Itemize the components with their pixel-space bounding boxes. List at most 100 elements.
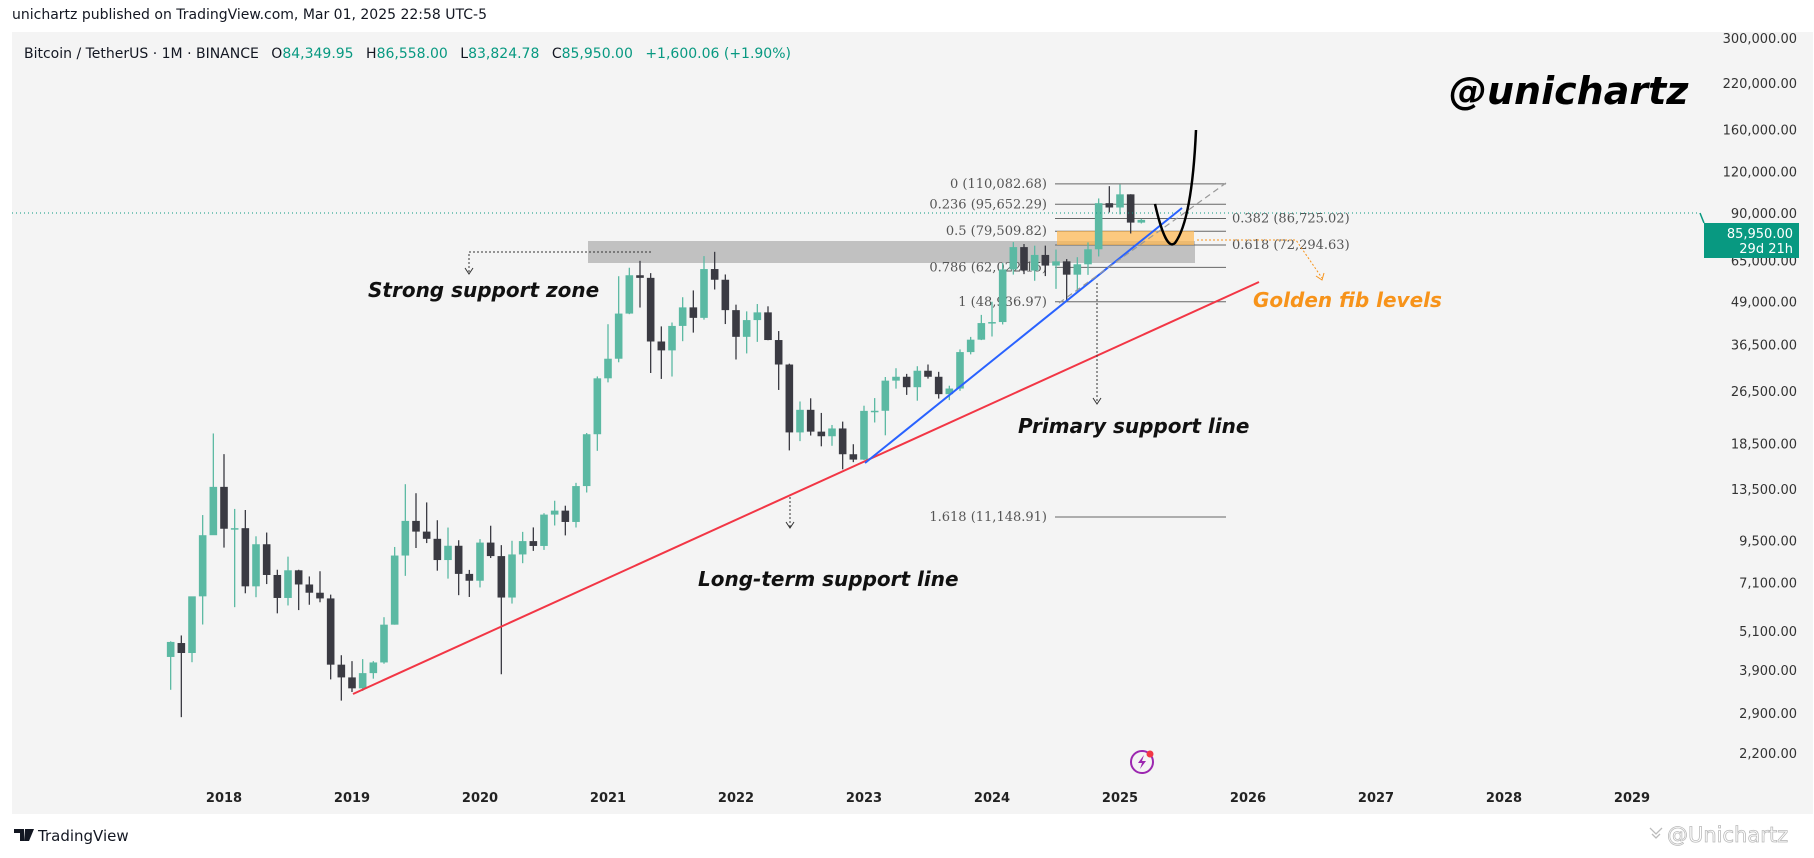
primary-support-label: Primary support line [1018,414,1249,438]
candle-body [860,410,868,460]
candle [721,274,730,325]
candle [380,617,388,664]
arrow-icon [1092,397,1102,405]
tradingview-logo[interactable]: TradingView [14,827,129,845]
candle-body [412,520,420,532]
candle-body [273,574,282,598]
candle-body [284,570,292,598]
price-axis[interactable]: 300,000.00 220,000.00 160,000.00 120,000.00… [1723,32,1797,762]
candle-body [998,269,1007,323]
tradingview-brand: TradingView [37,827,129,845]
time-tick-label: 2026 [1230,791,1266,806]
candle [518,531,527,564]
svg-text:@Unichartz: @Unichartz [1667,823,1788,847]
candle-body [1073,264,1082,275]
time-tick-label: 2021 [590,791,626,806]
candle [529,527,538,551]
lightning-icon[interactable] [1130,750,1154,774]
close-value: 85,950.00 [562,46,633,62]
time-tick-label: 2025 [1102,791,1138,806]
price-tick-label: 2,900.00 [1739,707,1797,722]
candle [262,532,271,585]
fib-retracement[interactable]: 0 (110,082.68) 0.236 (95,652.29) 0.382 (86… [929,177,1349,525]
candle-body [166,641,175,657]
candle-body [1105,203,1114,208]
price-tick-label: 7,100.00 [1739,577,1797,592]
candle [305,576,314,605]
candle [945,385,954,401]
candle [753,304,762,342]
candle-body [764,312,772,341]
candle [348,661,356,692]
price-tick-label: 300,000.00 [1723,32,1797,47]
candle [678,297,687,342]
time-axis[interactable]: 2018 2019 2020 2021 2022 2023 2024 2025 2026 2027… [206,791,1650,806]
candle [316,571,324,603]
candle [774,331,783,390]
candles [166,184,1146,718]
candle [892,368,900,389]
candle [966,336,975,355]
candle [1116,184,1124,215]
candle [550,500,559,526]
golden-fib-label: Golden fib levels [1253,288,1442,312]
strong-support-label: Strong support zone [368,278,599,302]
high-value: 86,558.00 [377,46,448,62]
candle-body [902,376,911,388]
candle [977,314,986,341]
candle-body [945,388,954,395]
fib-level-label: 0.236 (95,652.29) [929,197,1047,212]
candle-body [732,310,740,337]
price-tick-label: 36,500.00 [1731,338,1797,353]
candle-body [934,376,943,395]
candle [604,324,612,383]
candle [337,655,346,701]
candle [1009,242,1018,275]
candle [998,262,1007,325]
candle [913,366,922,401]
fib-level-label: 1.618 (11,148.91) [929,510,1047,525]
candle-body [1030,254,1039,271]
candle [1020,244,1028,275]
current-price-badge: 85,950.00 29d 21h [1699,212,1799,258]
candle-body [348,677,356,689]
candle [540,513,548,550]
candle [326,594,335,680]
candle-body [422,531,431,539]
candle [849,444,858,463]
candle-body [358,673,367,689]
long-term-support-line[interactable] [352,281,1260,695]
candle [433,520,442,571]
candle [252,536,260,598]
candle [230,508,239,608]
candle-body [796,409,804,433]
candle [956,349,964,391]
candle-body [742,320,751,337]
candle-body [870,410,879,413]
candle [646,273,655,373]
candle-body [604,358,612,379]
candle-body [454,545,463,574]
time-tick-label: 2020 [462,791,498,806]
candle [838,421,847,470]
candle-body [721,279,730,311]
fib-trend-line [1058,182,1227,304]
candle-body [913,370,922,388]
fib-level-label: 0.382 (86,725.02) [1232,212,1350,227]
candle [1094,198,1103,257]
candle-body [230,528,239,530]
candle [689,290,698,333]
candle [465,569,474,597]
tradingview-logo-icon [14,829,34,841]
candle [401,484,410,576]
candle [785,363,794,451]
candle-body [390,555,399,625]
candle [198,515,207,625]
candle [860,405,868,460]
candle [241,509,250,594]
candle [1030,245,1039,281]
candle [572,482,580,528]
primary-support-line[interactable] [864,207,1183,464]
candle [1084,242,1092,275]
